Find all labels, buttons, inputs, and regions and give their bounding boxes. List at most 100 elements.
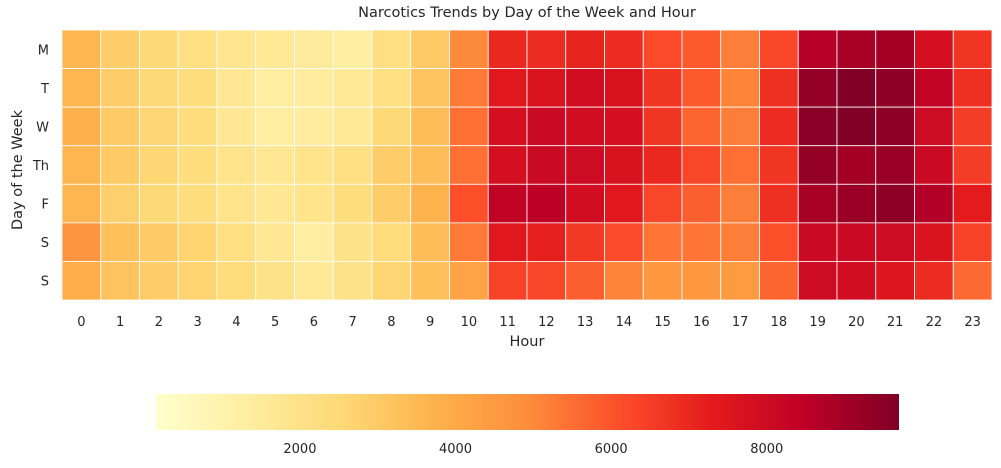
heatmap-cell — [875, 106, 915, 147]
heatmap-cell — [410, 68, 450, 108]
heatmap-cell — [642, 29, 683, 69]
heatmap-cell — [759, 183, 799, 224]
heatmap-cell — [294, 145, 334, 185]
heatmap-cell — [914, 106, 954, 147]
heatmap-cell — [526, 106, 567, 147]
heatmap-cell — [914, 145, 954, 185]
heatmap-cell — [371, 183, 412, 224]
y-tick-label: Th — [32, 159, 49, 174]
heatmap-cell — [487, 183, 528, 224]
heatmap-cell — [139, 106, 179, 147]
heatmap-cell — [100, 261, 140, 301]
x-tick-label: 1 — [116, 315, 124, 330]
heatmap-cell — [642, 183, 683, 224]
heatmap-cell — [255, 183, 295, 224]
heatmap-cells — [61, 29, 993, 301]
heatmap-cell — [604, 106, 644, 147]
y-tick-label: M — [38, 43, 49, 58]
heatmap-cell — [294, 261, 334, 301]
heatmap-cell — [410, 222, 450, 262]
colorbar-gradient — [156, 394, 899, 430]
heatmap-cell — [177, 183, 218, 224]
x-axis-label: Hour — [510, 334, 545, 350]
x-tick-label: 3 — [193, 315, 201, 330]
x-tick-label: 22 — [926, 315, 943, 330]
heatmap-cell — [720, 222, 760, 262]
heatmap-cell — [914, 68, 954, 108]
heatmap-cell — [952, 183, 993, 224]
y-tick-label: F — [42, 198, 49, 213]
y-tick-labels: M T W Th F S S — [32, 43, 49, 289]
heatmap-cell — [216, 145, 257, 185]
heatmap-cell — [294, 106, 334, 147]
heatmap-cell — [836, 106, 877, 147]
heatmap-cell — [332, 29, 373, 69]
heatmap-cell — [759, 68, 799, 108]
heatmap-cell — [216, 29, 257, 69]
y-tick-label: S — [41, 275, 49, 290]
heatmap-cell — [526, 183, 567, 224]
heatmap-cell — [642, 106, 683, 147]
heatmap-cell — [565, 68, 605, 108]
heatmap-cell — [216, 106, 257, 147]
x-tick-label: 12 — [538, 315, 555, 330]
heatmap-cell — [797, 106, 838, 147]
heatmap-cell — [487, 261, 528, 301]
heatmap-cell — [255, 29, 295, 69]
heatmap-cell — [139, 183, 179, 224]
heatmap-cell — [449, 261, 489, 301]
heatmap-cell — [449, 183, 489, 224]
heatmap-cell — [449, 106, 489, 147]
colorbar-tick-label: 4000 — [439, 442, 472, 457]
heatmap-cell — [177, 106, 218, 147]
heatmap-cell — [487, 68, 528, 108]
heatmap-cell — [332, 106, 373, 147]
heatmap-cell — [410, 29, 450, 69]
heatmap-cell — [294, 183, 334, 224]
heatmap-cell — [914, 29, 954, 69]
heatmap-cell — [836, 183, 877, 224]
heatmap-cell — [449, 68, 489, 108]
x-tick-label: 13 — [577, 315, 594, 330]
heatmap-cell — [759, 261, 799, 301]
heatmap-cell — [759, 29, 799, 69]
heatmap-cell — [526, 145, 567, 185]
heatmap-cell — [61, 106, 102, 147]
heatmap-cell — [604, 261, 644, 301]
x-tick-label: 21 — [887, 315, 904, 330]
heatmap-cell — [255, 145, 295, 185]
heatmap-cell — [255, 106, 295, 147]
heatmap-cell — [216, 261, 257, 301]
heatmap-cell — [526, 222, 567, 262]
heatmap-cell — [720, 68, 760, 108]
heatmap-cell — [371, 29, 412, 69]
x-tick-label: 6 — [310, 315, 318, 330]
heatmap-cell — [914, 222, 954, 262]
heatmap-cell — [759, 222, 799, 262]
heatmap-cell — [797, 68, 838, 108]
heatmap-cell — [914, 261, 954, 301]
heatmap-cell — [526, 68, 567, 108]
heatmap-cell — [875, 261, 915, 301]
x-tick-label: 23 — [964, 315, 981, 330]
heatmap-cell — [61, 29, 102, 69]
heatmap-cell — [177, 222, 218, 262]
heatmap-cell — [720, 29, 760, 69]
heatmap-cell — [565, 183, 605, 224]
chart-title: Narcotics Trends by Day of the Week and … — [358, 5, 696, 21]
heatmap-cell — [565, 106, 605, 147]
heatmap-cell — [255, 68, 295, 108]
heatmap-cell — [61, 261, 102, 301]
heatmap-cell — [487, 29, 528, 69]
x-tick-label: 14 — [616, 315, 633, 330]
heatmap-cell — [216, 183, 257, 224]
heatmap-cell — [332, 183, 373, 224]
heatmap-cell — [371, 261, 412, 301]
heatmap-cell — [797, 183, 838, 224]
x-tick-label: 2 — [155, 315, 163, 330]
x-tick-label: 5 — [271, 315, 279, 330]
heatmap-cell — [526, 29, 567, 69]
x-tick-label: 9 — [426, 315, 434, 330]
heatmap-cell — [914, 183, 954, 224]
heatmap-cell — [487, 222, 528, 262]
